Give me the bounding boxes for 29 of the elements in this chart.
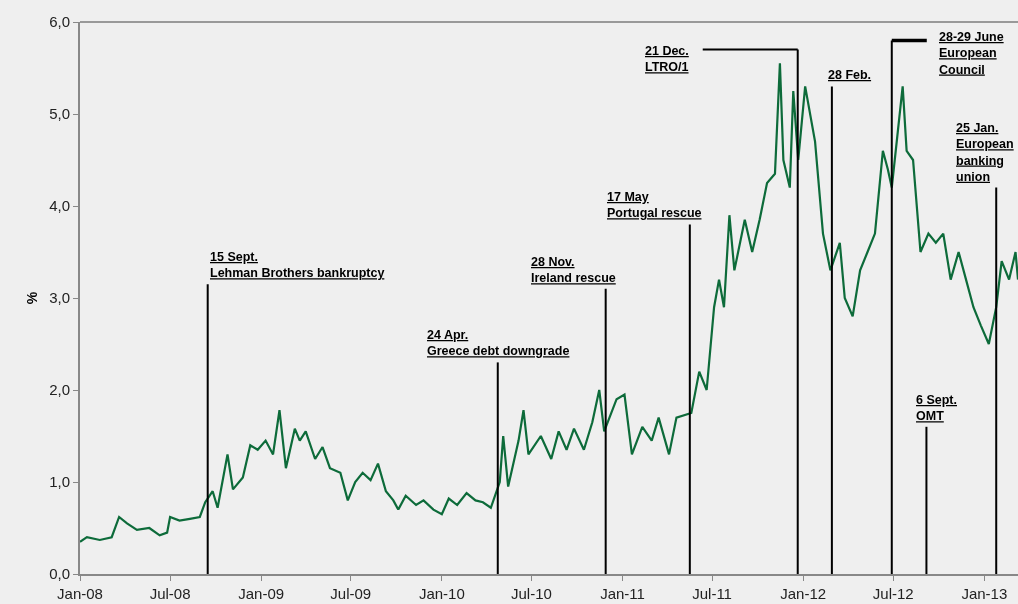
line-series: [80, 62, 1018, 543]
y-tick-label: 3,0: [49, 289, 70, 307]
ref-line-label: 28 Nov. Ireland rescue: [531, 255, 616, 286]
y-tick-label: 4,0: [49, 197, 70, 215]
ref-line-label: 17 May Portugal rescue: [607, 190, 702, 221]
y-tick-label: 5,0: [49, 105, 70, 123]
y-tick-label: 6,0: [49, 13, 70, 31]
x-tick-label: Jul-08: [149, 585, 191, 602]
ref-line-label: 28 Feb.: [828, 68, 872, 82]
x-tick-label: Jan-08: [57, 585, 103, 602]
x-tick-label: Jan-11: [600, 585, 645, 602]
ref-line-label: 28-29 June European Council: [939, 30, 1004, 77]
y-tick-label: 1,0: [49, 473, 70, 491]
ref-line-label: 6 Sept. OMT: [916, 393, 957, 424]
x-tick-label: Jul-12: [872, 585, 914, 602]
y-tick-label: 2,0: [49, 381, 70, 399]
ref-line-label: 21 Dec. LTRO/1: [645, 44, 689, 75]
x-tick-label: Jul-11: [692, 585, 732, 602]
ref-line-label: 24 Apr. Greece debt downgrade: [427, 328, 570, 359]
ref-line-label: 25 Jan. European banking union: [956, 121, 1014, 184]
x-tick-label: Jan-10: [418, 585, 465, 602]
x-tick-label: Jul-10: [511, 585, 552, 602]
y-axis-title: %: [24, 291, 41, 305]
ref-line-label: 15 Sept. Lehman Brothers bankruptcy: [210, 250, 385, 281]
x-tick-label: Jul-09: [330, 585, 372, 602]
y-tick-label: 0,0: [49, 565, 70, 583]
x-tick-label: Jan-13: [961, 585, 1008, 602]
x-tick-label: Jan-12: [780, 585, 827, 602]
x-tick-label: Jan-09: [238, 585, 285, 602]
